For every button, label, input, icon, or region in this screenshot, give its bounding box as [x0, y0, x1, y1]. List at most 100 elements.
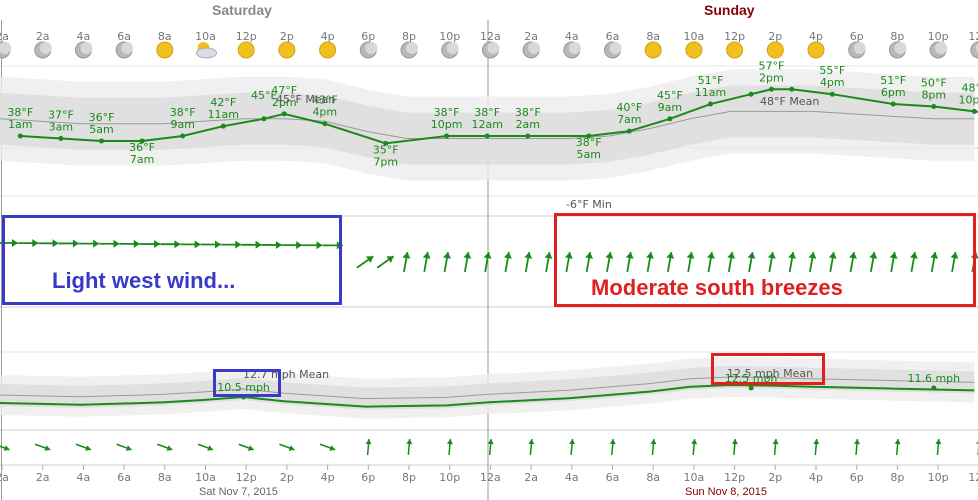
time-tick-bottom-21: 6p — [850, 471, 864, 484]
moon-shade — [446, 42, 459, 54]
moon-icon-11 — [441, 41, 459, 59]
temp-time-label-3: 7am — [130, 153, 154, 166]
sun-icon-4 — [156, 41, 174, 59]
sun-icon-8 — [319, 41, 337, 59]
time-tick-top-7: 2p — [280, 30, 294, 43]
temp-label-3: 36°F — [129, 141, 155, 154]
time-tick-top-17: 10a — [684, 30, 705, 43]
temp-point-20 — [829, 91, 835, 97]
sun-disc — [319, 41, 337, 59]
temp-point-4 — [180, 133, 186, 139]
wind-vector-33 — [686, 251, 695, 273]
time-tick-bottom-9: 6p — [361, 471, 375, 484]
wind-label-0: 10.5 mph — [217, 381, 270, 394]
time-tick-top-2: 4a — [77, 30, 91, 43]
temp-time-label-21: 6pm — [881, 86, 906, 99]
wind-small-vector-46 — [935, 438, 942, 456]
sun-disc — [685, 41, 703, 59]
wind-vector-27 — [564, 251, 573, 273]
moon-icon-13 — [522, 41, 541, 59]
wind-small-head — [44, 445, 51, 451]
wind-vector-25 — [524, 251, 533, 273]
temp-point-1 — [58, 135, 64, 141]
temp-time-label-0: 1am — [8, 118, 32, 131]
wind-small-vector-4 — [75, 443, 92, 451]
wind-vector-34 — [706, 251, 715, 273]
wind-mean-annotation-2: 12.5 mph Mean — [727, 367, 814, 380]
wind-vector-5 — [99, 239, 120, 248]
temp-point-16 — [708, 101, 713, 107]
wind-small-head — [446, 439, 453, 445]
temp-point-8 — [322, 121, 328, 127]
time-tick-top-1: 2a — [36, 30, 50, 43]
wind-vector-head — [422, 252, 431, 259]
temp-time-label-22: 8pm — [921, 89, 946, 102]
time-tick-bottom-2: 4a — [77, 471, 91, 484]
wind-vector-head — [930, 252, 939, 259]
temp-label-11: 38°F — [474, 106, 500, 119]
wind-vector-45 — [930, 251, 939, 273]
temp-point-10 — [444, 133, 450, 139]
temp-point-12 — [525, 133, 531, 139]
wind-vector-head — [72, 239, 79, 248]
wind-vector-32 — [666, 251, 675, 273]
temp-time-label-5: 11am — [208, 108, 239, 121]
wind-vector-10 — [201, 240, 221, 249]
temp-label-14: 40°F — [616, 101, 642, 114]
wind-vector-4 — [79, 239, 100, 248]
temp-point-3 — [139, 138, 145, 144]
temp-label-2: 36°F — [89, 111, 115, 124]
wind-small-vector-44 — [894, 438, 901, 456]
time-tick-top-10: 8p — [402, 30, 416, 43]
wind-small-head — [365, 439, 372, 445]
temp-time-label-9: 7pm — [373, 155, 398, 168]
moon-icon-12 — [481, 41, 500, 59]
wind-vector-head — [564, 252, 573, 259]
moon-shade — [39, 42, 52, 54]
wind-vector-head — [275, 240, 282, 249]
blue-callout-box — [2, 215, 342, 305]
time-tick-bottom-19: 2p — [768, 471, 782, 484]
temp-band-inner — [0, 85, 975, 165]
wind-vector-head — [849, 252, 857, 259]
wind-vector-41 — [849, 251, 857, 273]
temp-label-8: 43°F — [312, 94, 338, 107]
wind-small-head — [85, 445, 91, 451]
time-tick-bottom-11: 10p — [439, 471, 460, 484]
sun-icon-6 — [237, 41, 255, 59]
wind-vector-head — [12, 239, 18, 247]
time-tick-top-23: 10p — [928, 30, 949, 43]
red-value-highlight — [711, 353, 825, 385]
wind-vector-31 — [646, 251, 654, 273]
wind-vector-20 — [422, 251, 431, 273]
temp-label-5: 42°F — [210, 96, 236, 109]
temp-point-14 — [626, 128, 632, 134]
temp-label-21: 51°F — [880, 74, 906, 87]
wind-small-head — [772, 439, 779, 445]
moon-shade — [0, 42, 11, 54]
wind-vector-7 — [140, 240, 161, 249]
wind-small-vector-30 — [609, 438, 616, 456]
wind-vector-22 — [463, 251, 472, 273]
sun-disc — [766, 41, 784, 59]
moon-shade — [528, 42, 541, 54]
sun-icon-7 — [278, 41, 296, 59]
time-tick-bottom-16: 8a — [646, 471, 660, 484]
wind-vector-30 — [625, 251, 634, 273]
wind-vector-head — [706, 252, 715, 259]
time-tick-top-15: 6a — [606, 30, 620, 43]
wind-small-vector-10 — [197, 443, 214, 451]
temp-label-20: 55°F — [819, 64, 845, 77]
wind-vector-46 — [950, 251, 959, 273]
wind-vector-head — [296, 241, 303, 250]
temp-time-label-16: 11am — [695, 86, 726, 99]
time-tick-top-16: 8a — [646, 30, 660, 43]
wind-vector-1 — [18, 239, 39, 248]
wind-vector-head — [113, 239, 120, 248]
wind-vector-26 — [544, 251, 553, 273]
wind-vector-8 — [160, 240, 181, 249]
temp-label-12: 38°F — [515, 106, 541, 119]
wind-small-head — [166, 445, 173, 451]
wind-small-head — [247, 445, 254, 451]
time-tick-top-24: 12a — [968, 30, 978, 43]
